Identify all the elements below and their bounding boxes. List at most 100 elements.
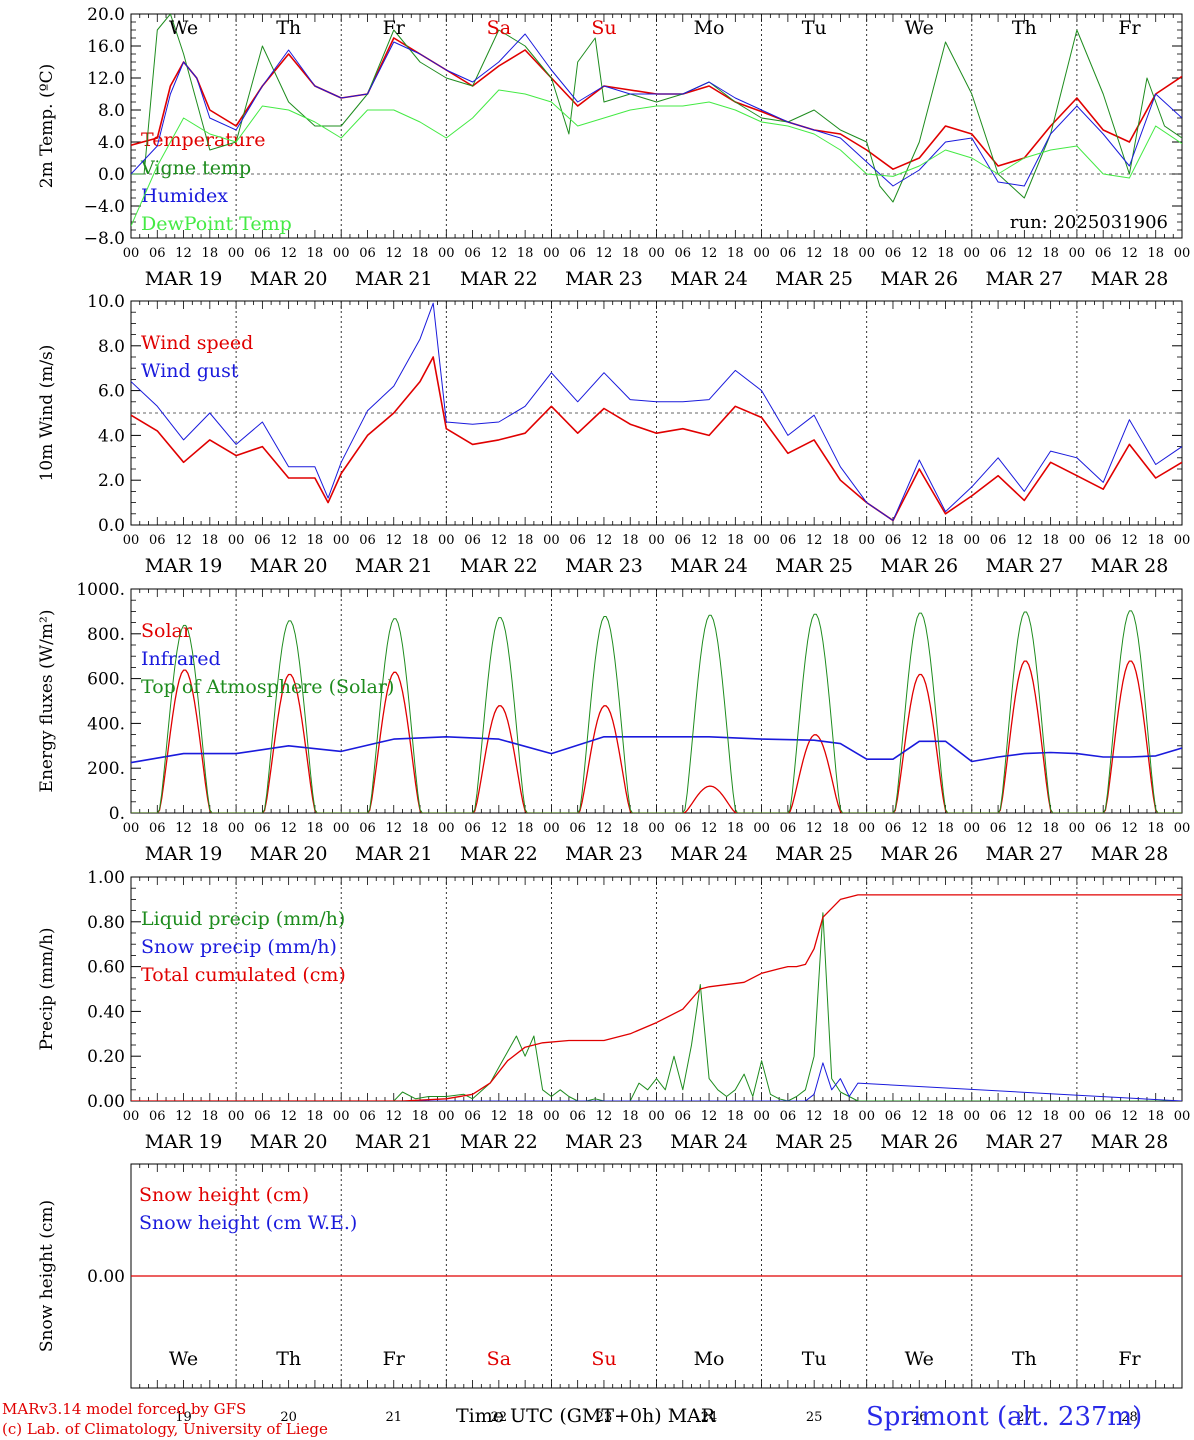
hour-tick-label: 12	[385, 821, 402, 836]
hour-tick-label: 12	[1121, 246, 1138, 261]
hour-tick-label: 12	[701, 821, 718, 836]
hour-tick-label: 12	[385, 1109, 402, 1124]
hour-tick-label: 18	[1147, 821, 1164, 836]
weekday-label: We	[905, 17, 934, 39]
hour-tick-label: 06	[359, 533, 376, 548]
hour-tick-label: 18	[1147, 1109, 1164, 1124]
y-tick-label: 0.40	[87, 1002, 125, 1022]
y-axis-title: Precip (mm/h)	[37, 927, 57, 1050]
hour-tick-label: 00	[753, 1109, 770, 1124]
day-number-label: 26	[911, 1410, 928, 1425]
weekday-label: Su	[591, 1348, 616, 1370]
hour-tick-label: 12	[385, 533, 402, 548]
hour-tick-label: 18	[1147, 246, 1164, 261]
hour-tick-label: 18	[937, 246, 954, 261]
hour-tick-label: 00	[543, 246, 560, 261]
series-line-solar	[131, 660, 1182, 813]
panel-5: 0.00 Snow height (cm) Snow height (cm) Snow…	[37, 1163, 1183, 1425]
hour-tick-label: 00	[123, 821, 140, 836]
hour-tick-label: 06	[1095, 246, 1112, 261]
panel-3: 1000. 800. 600. 400. 200. 0. Energy fluxes (W/…	[37, 580, 1190, 865]
hour-tick-label: 00	[123, 246, 140, 261]
hour-tick-label: 18	[1042, 533, 1059, 548]
hour-tick-label: 12	[806, 1109, 823, 1124]
hour-tick-label: 12	[806, 533, 823, 548]
y-tick-label: 200.	[87, 759, 125, 779]
hour-tick-label: 06	[1095, 821, 1112, 836]
hour-tick-label: 12	[491, 821, 508, 836]
hour-tick-label: 12	[701, 533, 718, 548]
hour-tick-label: 12	[596, 1109, 613, 1124]
hour-tick-label: 00	[753, 246, 770, 261]
weekday-label: Sa	[487, 17, 511, 39]
hour-tick-label: 00	[858, 821, 875, 836]
date-label: MAR 20	[250, 843, 328, 865]
y-tick-label: −4.0	[84, 197, 125, 217]
hour-tick-label: 18	[307, 246, 324, 261]
y-tick-label: 0.20	[87, 1047, 125, 1067]
hour-tick-label: 18	[832, 246, 849, 261]
hour-tick-label: 18	[622, 1109, 639, 1124]
date-label: MAR 21	[355, 555, 433, 577]
legend-entry: Infrared	[141, 648, 221, 670]
hour-tick-label: 00	[1069, 821, 1086, 836]
date-label: MAR 21	[355, 843, 433, 865]
weekday-label: Fr	[1118, 1348, 1141, 1370]
hour-tick-label: 12	[280, 246, 297, 261]
date-label: MAR 19	[145, 1131, 223, 1153]
hour-tick-label: 06	[885, 246, 902, 261]
hour-tick-label: 12	[175, 1109, 192, 1124]
hour-tick-label: 12	[175, 246, 192, 261]
hour-tick-label: 00	[333, 821, 350, 836]
y-tick-label: 2.0	[98, 471, 125, 491]
hour-tick-label: 00	[648, 246, 665, 261]
hour-tick-label: 00	[858, 1109, 875, 1124]
y-tick-label: 4.0	[98, 426, 125, 446]
hour-tick-label: 06	[464, 1109, 481, 1124]
hour-tick-label: 18	[937, 533, 954, 548]
hour-tick-label: 18	[832, 533, 849, 548]
legend-entry: Temperature	[141, 129, 265, 151]
hour-tick-label: 12	[1016, 1109, 1033, 1124]
y-tick-label: 1.00	[87, 868, 125, 888]
y-tick-label: 6.0	[98, 382, 125, 402]
series-line-snow-precip-mm-h-	[131, 1062, 1182, 1101]
hour-tick-label: 00	[964, 246, 981, 261]
date-label: MAR 28	[1091, 555, 1169, 577]
hour-tick-label: 06	[359, 1109, 376, 1124]
hour-tick-label: 18	[307, 1109, 324, 1124]
legend-entry: Solar	[141, 620, 193, 642]
hour-tick-label: 06	[1095, 533, 1112, 548]
y-tick-label: 4.0	[98, 133, 125, 153]
y-tick-label: −8.0	[84, 229, 125, 249]
y-tick-label: 0.60	[87, 958, 125, 978]
hour-tick-label: 18	[832, 821, 849, 836]
date-label: MAR 25	[775, 555, 853, 577]
legend-entry: Wind speed	[141, 332, 253, 354]
hour-tick-label: 18	[1042, 821, 1059, 836]
hour-tick-label: 00	[964, 533, 981, 548]
hour-tick-label: 12	[175, 821, 192, 836]
hour-tick-label: 06	[990, 533, 1007, 548]
hour-tick-label: 06	[675, 533, 692, 548]
weekday-label: Th	[276, 1348, 301, 1370]
hour-tick-label: 18	[622, 246, 639, 261]
legend-entry: Humidex	[141, 185, 228, 207]
hour-tick-label: 06	[149, 533, 166, 548]
hour-tick-label: 12	[806, 821, 823, 836]
hour-tick-label: 18	[727, 533, 744, 548]
hour-tick-label: 00	[438, 533, 455, 548]
hour-tick-label: 06	[359, 821, 376, 836]
weekday-label: Fr	[1118, 17, 1141, 39]
hour-tick-label: 06	[990, 1109, 1007, 1124]
lab-credit: (c) Lab. of Climatology, University of L…	[2, 1420, 328, 1438]
hour-tick-label: 12	[280, 821, 297, 836]
date-label: MAR 23	[565, 843, 643, 865]
hour-tick-label: 06	[1095, 1109, 1112, 1124]
hour-tick-label: 12	[491, 246, 508, 261]
hour-tick-label: 12	[1121, 533, 1138, 548]
hour-tick-label: 18	[202, 533, 219, 548]
date-label: MAR 25	[775, 268, 853, 290]
hour-tick-label: 00	[964, 1109, 981, 1124]
